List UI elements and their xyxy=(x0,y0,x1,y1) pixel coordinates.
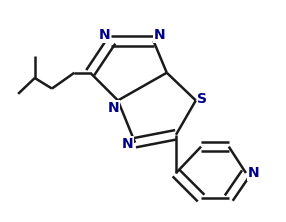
Text: N: N xyxy=(107,101,119,115)
Text: S: S xyxy=(197,92,207,106)
Text: N: N xyxy=(247,166,259,180)
Text: N: N xyxy=(99,28,110,42)
Text: N: N xyxy=(121,137,133,151)
Text: N: N xyxy=(154,28,165,42)
